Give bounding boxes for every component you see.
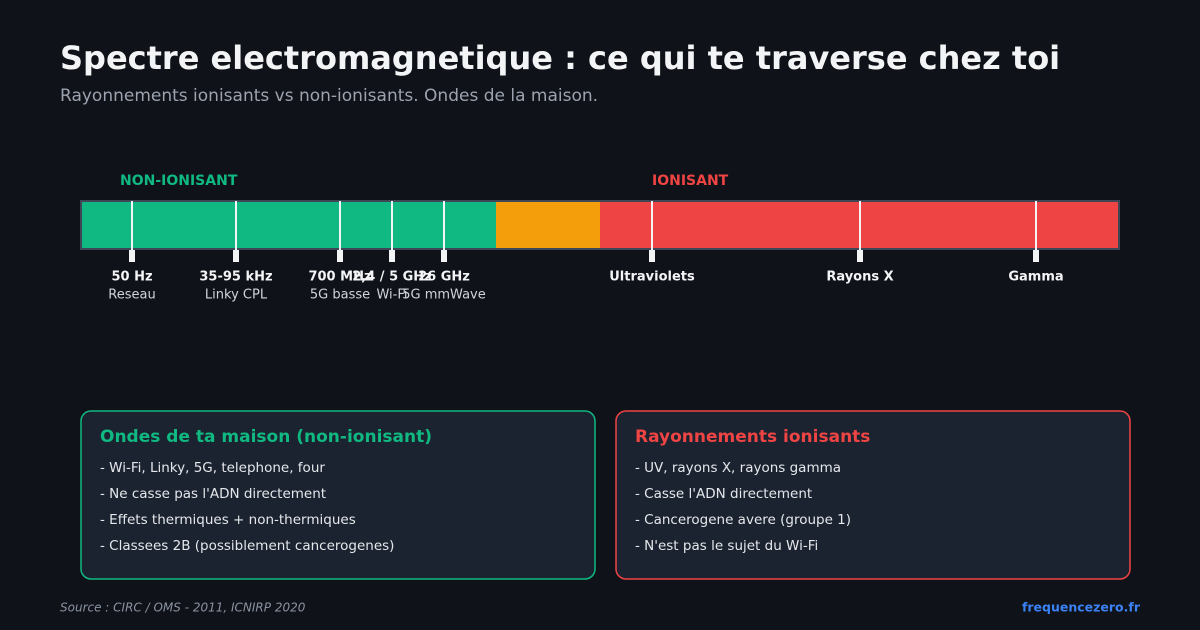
marker-sublabel: Wi-Fi	[376, 288, 407, 303]
card-item: - Cancerogene avere (groupe 1)	[635, 512, 851, 528]
zone-label: NON-IONISANT	[120, 173, 238, 189]
marker-tick	[1033, 250, 1039, 262]
card-item: - Casse l'ADN directement	[635, 486, 812, 502]
marker-label: 50 Hz	[111, 270, 152, 285]
marker-tick	[649, 250, 655, 262]
marker-tick	[441, 250, 447, 262]
subtitle: Rayonnements ionisants vs non-ionisants.…	[60, 86, 598, 106]
marker-label: 26 GHz	[418, 270, 470, 285]
marker-label: Rayons X	[826, 270, 893, 285]
marker-sublabel: 5G mmWave	[402, 288, 485, 303]
card-title: Rayonnements ionisants	[635, 427, 870, 447]
card: Ondes de ta maison (non-ionisant) - Wi-F…	[80, 410, 596, 580]
band-green	[81, 201, 496, 249]
marker-sublabel: 5G basse	[310, 288, 370, 303]
marker-label: 35-95 kHz	[199, 270, 272, 285]
card-item: - UV, rayons X, rayons gamma	[635, 460, 841, 476]
card-item: - Classees 2B (possiblement cancerogenes…	[100, 538, 394, 554]
marker-label: Ultraviolets	[609, 270, 695, 285]
marker-label: Gamma	[1008, 270, 1063, 285]
card-item: - Effets thermiques + non-thermiques	[100, 512, 356, 528]
band-orange	[496, 201, 600, 249]
marker-tick	[337, 250, 343, 262]
marker-tick	[857, 250, 863, 262]
zone-label: IONISANT	[652, 173, 729, 189]
bar-border	[80, 200, 1120, 250]
site-link[interactable]: frequencezero.fr	[1022, 600, 1141, 615]
card-item: - N'est pas le sujet du Wi-Fi	[635, 538, 818, 554]
marker-tick	[233, 250, 239, 262]
marker-label: 2,4 / 5 GHz	[352, 270, 432, 285]
card: Rayonnements ionisants - UV, rayons X, r…	[615, 410, 1131, 580]
marker-label: 700 MHz	[308, 270, 371, 285]
card-box	[615, 410, 1131, 580]
marker-tick	[129, 250, 135, 262]
marker-tick	[389, 250, 395, 262]
markers: 50 Hz Reseau 35-95 kHz Linky CPL 700 MHz 5G b…	[108, 201, 1064, 303]
card-item: - Ne casse pas l'ADN directement	[100, 486, 326, 502]
source: Source : CIRC / OMS - 2011, ICNIRP 2020	[60, 601, 306, 615]
card-item: - Wi-Fi, Linky, 5G, telephone, four	[100, 460, 325, 476]
card-title: Ondes de ta maison (non-ionisant)	[100, 427, 432, 447]
marker-sublabel: Linky CPL	[205, 288, 268, 303]
title: Spectre electromagnetique : ce qui te tr…	[60, 39, 1060, 77]
card-box	[80, 410, 596, 580]
marker-sublabel: Reseau	[108, 288, 155, 303]
